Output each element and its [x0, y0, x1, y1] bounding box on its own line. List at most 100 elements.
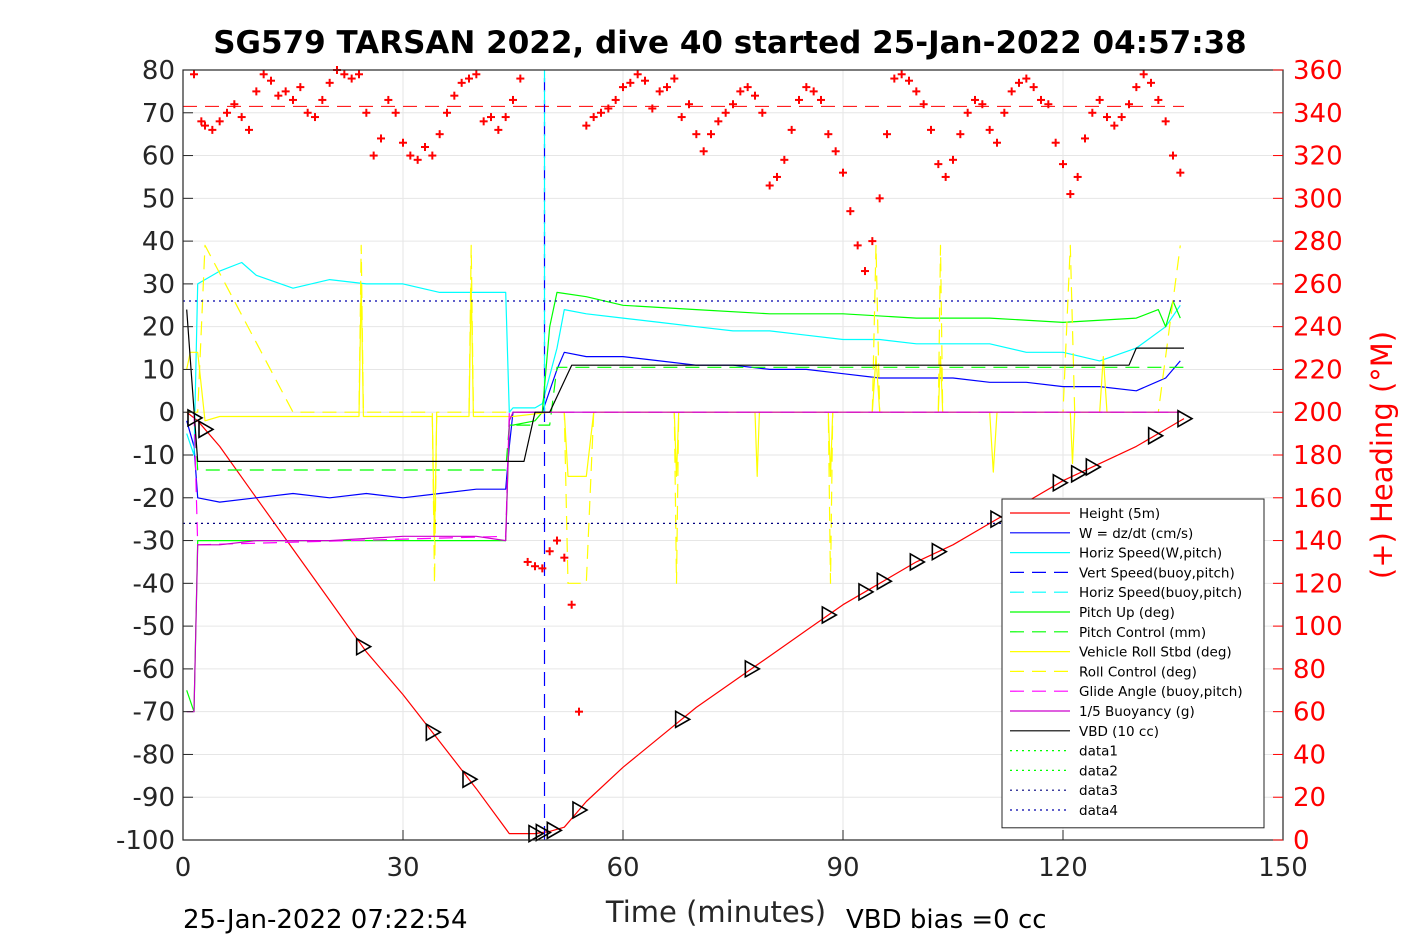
y-right-tick-label: 200: [1293, 398, 1343, 428]
heading-point: [1103, 113, 1111, 122]
heading-point: [377, 134, 385, 143]
heading-point: [1125, 100, 1133, 109]
heading-point: [355, 70, 363, 79]
heading-point: [509, 95, 517, 104]
heading-point: [325, 78, 334, 87]
heading-point: [428, 151, 437, 160]
x-axis-ticks: 0 30 60 90 120 150: [175, 830, 1308, 883]
heading-point: [1044, 100, 1053, 109]
heading-point: [934, 160, 943, 169]
heading-point: [743, 83, 752, 92]
height-marker: [1070, 464, 1088, 484]
heading-point: [472, 70, 481, 79]
height-marker: [909, 552, 926, 572]
heading-point: [787, 125, 796, 134]
y-tick-label: 40: [142, 227, 175, 257]
heading-point: [780, 155, 789, 164]
legend-entry: data2: [1079, 763, 1118, 779]
heading-point: [919, 100, 928, 109]
heading-point: [1169, 151, 1177, 160]
legend-entry: W = dz/dt (cm/s): [1079, 526, 1193, 542]
y-right-tick-label: 60: [1293, 698, 1326, 728]
heading-point: [619, 83, 627, 92]
heading-point: [450, 91, 459, 100]
y-right-tick-label: 140: [1293, 527, 1343, 557]
heading-point: [384, 95, 393, 104]
y-tick-label: -20: [133, 484, 175, 514]
heading-point: [773, 172, 781, 181]
y-tick-label: 60: [142, 142, 175, 172]
y-right-tick-label: 120: [1293, 569, 1343, 599]
legend-entry: Roll Control (deg): [1079, 664, 1197, 680]
y-right-tick-label: 220: [1293, 355, 1343, 385]
series-line-1-5-buoyancy-g: [186, 411, 1181, 713]
height-marker: [1052, 473, 1069, 493]
legend-entry: Horiz Speed(buoy,pitch): [1079, 585, 1242, 601]
heading-point: [809, 87, 818, 96]
height-marker: [1177, 409, 1194, 429]
legend-entry: 1/5 Buoyancy (g): [1079, 704, 1195, 720]
y-right-tick-label: 180: [1293, 441, 1343, 471]
x-tick-label: 30: [386, 853, 419, 883]
heading-point: [751, 91, 759, 100]
y-right-tick-label: 100: [1293, 612, 1343, 642]
height-marker: [546, 820, 563, 840]
heading-point: [223, 108, 231, 117]
heading-point: [406, 151, 415, 160]
legend-entry: Pitch Control (mm): [1079, 625, 1206, 641]
heading-point: [252, 87, 261, 96]
heading-point: [993, 138, 1001, 147]
y-right-tick-label: 160: [1293, 484, 1343, 514]
height-markers: [187, 408, 1194, 843]
heading-point: [1022, 74, 1031, 83]
heading-point: [560, 553, 569, 562]
heading-points: [190, 66, 1185, 716]
y-axis-right-ticks: 3603403203002802602402202001801601401201…: [1273, 56, 1343, 856]
heading-point: [201, 121, 209, 130]
heading-point: [971, 95, 979, 104]
x-tick-label: 120: [1038, 853, 1088, 883]
height-marker: [990, 509, 1007, 529]
y-tick-label: -80: [133, 740, 175, 770]
heading-point: [978, 100, 987, 109]
heading-point: [597, 108, 605, 117]
heading-point: [435, 130, 444, 139]
y-tick-label: 0: [158, 398, 175, 428]
heading-point: [553, 536, 561, 545]
legend-entry: Height (5m): [1079, 506, 1160, 522]
heading-point: [575, 707, 583, 716]
height-marker: [198, 419, 215, 439]
height-marker: [858, 582, 875, 602]
heading-point: [633, 70, 642, 79]
heading-point: [501, 113, 510, 122]
heading-point: [296, 83, 305, 92]
heading-point: [641, 76, 649, 85]
height-marker: [1085, 457, 1102, 477]
heading-point: [281, 87, 290, 96]
heading-point: [494, 125, 503, 134]
y-right-tick-label: 300: [1293, 184, 1343, 214]
heading-point: [626, 78, 635, 87]
legend-entry: data4: [1079, 803, 1118, 819]
legend: Height (5m) W = dz/dt (cm/s) Horiz Speed(W…: [1001, 498, 1265, 829]
heading-point: [1095, 95, 1104, 104]
heading-point: [340, 70, 349, 79]
heading-point: [457, 78, 466, 87]
heading-point: [443, 108, 451, 117]
heading-point: [721, 108, 730, 117]
heading-point: [1110, 121, 1119, 130]
footer-timestamp: 25-Jan-2022 07:22:54: [183, 905, 468, 935]
y-tick-label: -60: [133, 655, 175, 685]
heading-point: [1073, 172, 1082, 181]
series-line-pitch-control-mm: [193, 366, 1188, 471]
series-layer: [183, 70, 1188, 840]
series-line-horiz-speed-w-pitch: [186, 261, 1181, 456]
heading-point: [479, 117, 488, 126]
heading-point: [861, 267, 869, 276]
height-marker: [462, 769, 479, 789]
heading-point: [692, 130, 701, 139]
heading-point: [758, 108, 767, 117]
heading-point: [699, 147, 708, 156]
height-marker: [355, 637, 373, 657]
y-axis-right-label: (+) Heading (°M): [1365, 331, 1399, 579]
